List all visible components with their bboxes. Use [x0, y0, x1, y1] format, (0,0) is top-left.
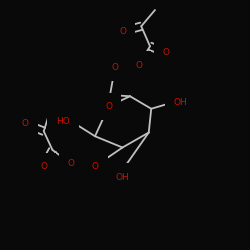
Text: O: O — [163, 48, 170, 57]
Text: O: O — [92, 162, 98, 171]
Text: O: O — [22, 119, 29, 128]
Text: HO: HO — [56, 117, 70, 126]
Text: OH: OH — [174, 98, 188, 107]
Text: OH: OH — [116, 172, 130, 182]
Text: O: O — [40, 162, 47, 171]
Text: O: O — [112, 63, 118, 72]
Text: O: O — [119, 27, 126, 36]
Text: O: O — [135, 60, 142, 70]
Text: O: O — [105, 102, 112, 111]
Text: O: O — [68, 159, 75, 168]
